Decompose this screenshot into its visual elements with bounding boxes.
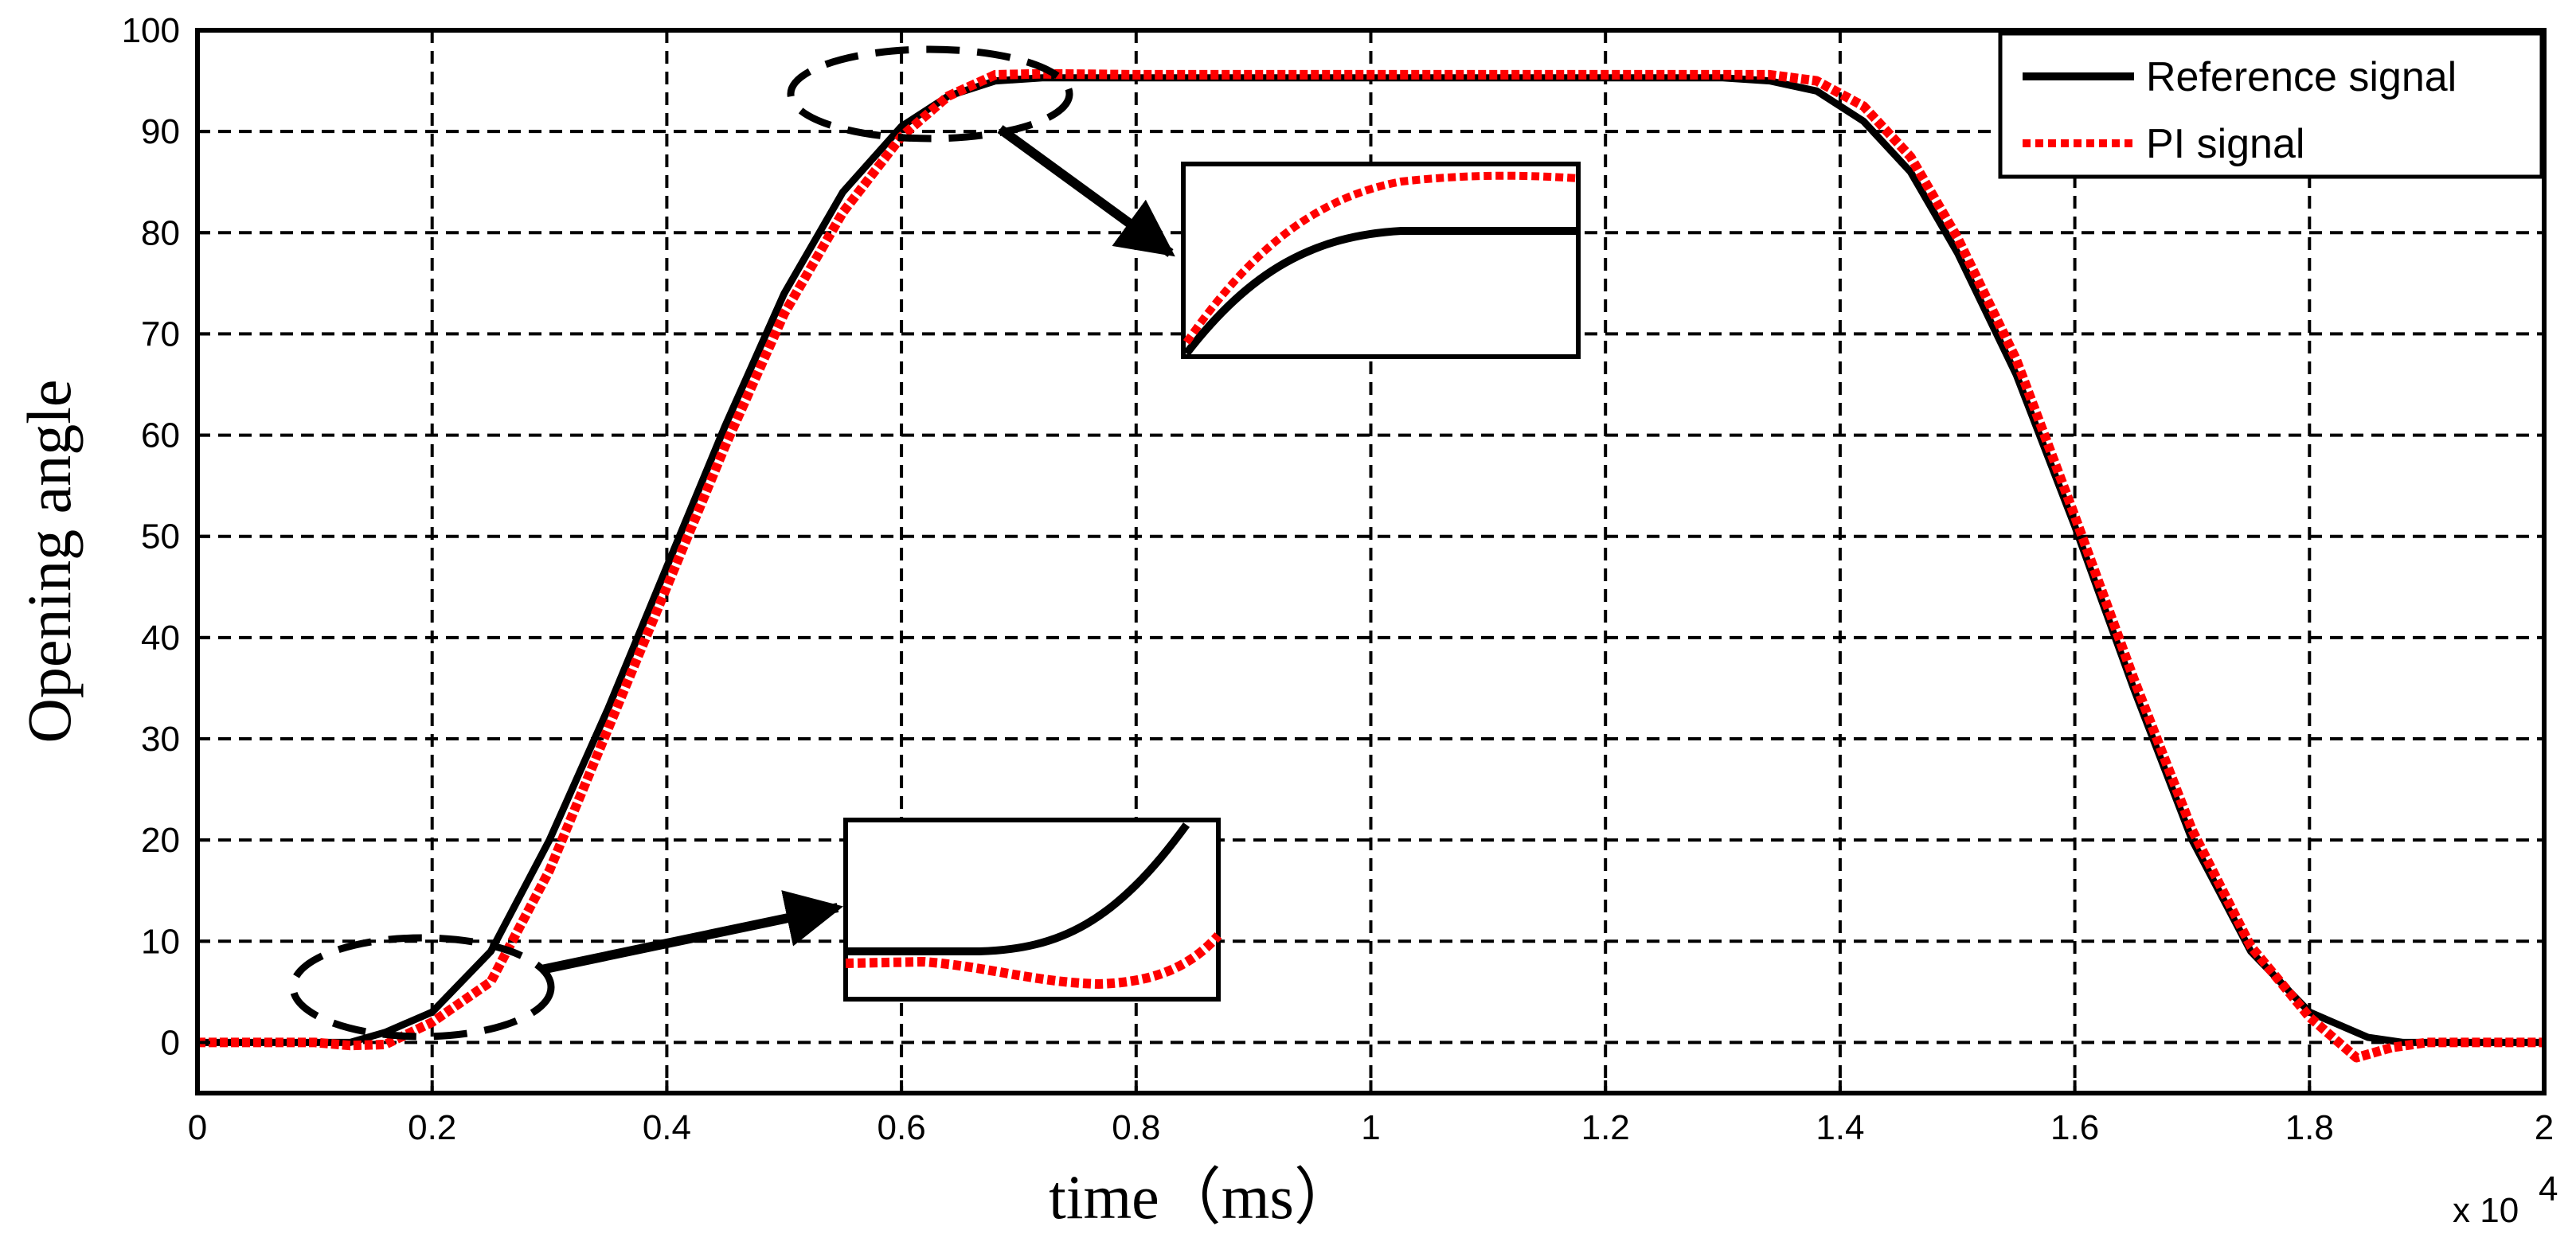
y-tick-label: 60 [141, 416, 180, 455]
y-tick-label: 80 [141, 213, 180, 252]
y-tick-label: 50 [141, 517, 180, 556]
pi-signal-line [197, 68, 2544, 1063]
x-tick-label: 1 [1361, 1108, 1380, 1147]
x-axis-label: time（ms） [1049, 1162, 1356, 1232]
x-multiplier-label: x 10 [2453, 1191, 2519, 1230]
x-tick-label: 0.4 [643, 1108, 691, 1147]
x-multiplier-exponent: 4 [2539, 1170, 2558, 1209]
legend-box [1998, 31, 2544, 179]
y-tick-label: 30 [141, 720, 180, 759]
plateau-inset-frame [1181, 162, 1581, 359]
plateau-region-ellipse [787, 45, 1073, 143]
start-zoom-arrow [540, 890, 844, 974]
y-tick-label: 100 [122, 11, 180, 50]
legend-label-reference: Reference signal [2146, 54, 2457, 100]
plateau-zoom-inset [1181, 162, 1581, 359]
x-tick-label: 0.6 [878, 1108, 926, 1147]
start-inset-frame [843, 818, 1221, 1002]
x-tick-label: 2 [2535, 1108, 2554, 1147]
plateau-zoom-arrow [997, 125, 1175, 257]
y-axis-label: Opening angle [14, 379, 84, 743]
y-ticks: 0 10 20 30 40 50 60 70 80 90 100 [122, 11, 210, 1062]
legend: Reference signal PI signal [1998, 31, 2544, 179]
x-ticks: 0 0.2 0.4 0.6 0.8 1 1.2 1.4 1.6 1.8 2 [188, 1080, 2554, 1147]
legend-label-pi: PI signal [2146, 121, 2304, 167]
start-region-ellipse [289, 934, 555, 1041]
y-tick-label: 70 [141, 314, 180, 353]
x-tick-label: 1.4 [1816, 1108, 1864, 1147]
x-tick-label: 0 [188, 1108, 207, 1147]
start-inset-reference-curve [846, 822, 1190, 955]
plateau-inset-reference-curve [1183, 227, 1578, 357]
y-tick-label: 0 [161, 1023, 180, 1062]
start-inset-pi-curve [845, 931, 1222, 990]
x-tick-label: 1.8 [2285, 1108, 2334, 1147]
series-layer [197, 68, 2544, 1063]
start-zoom-inset [843, 818, 1222, 1002]
plateau-inset-pi-curve [1182, 171, 1579, 345]
x-tick-label: 1.6 [2050, 1108, 2099, 1147]
x-tick-label: 0.2 [408, 1108, 456, 1147]
y-tick-label: 10 [141, 922, 180, 961]
y-tick-label: 20 [141, 821, 180, 860]
y-tick-label: 90 [141, 112, 180, 151]
x-tick-label: 1.2 [1581, 1108, 1630, 1147]
x-tick-label: 0.8 [1112, 1108, 1160, 1147]
y-tick-label: 40 [141, 619, 180, 658]
